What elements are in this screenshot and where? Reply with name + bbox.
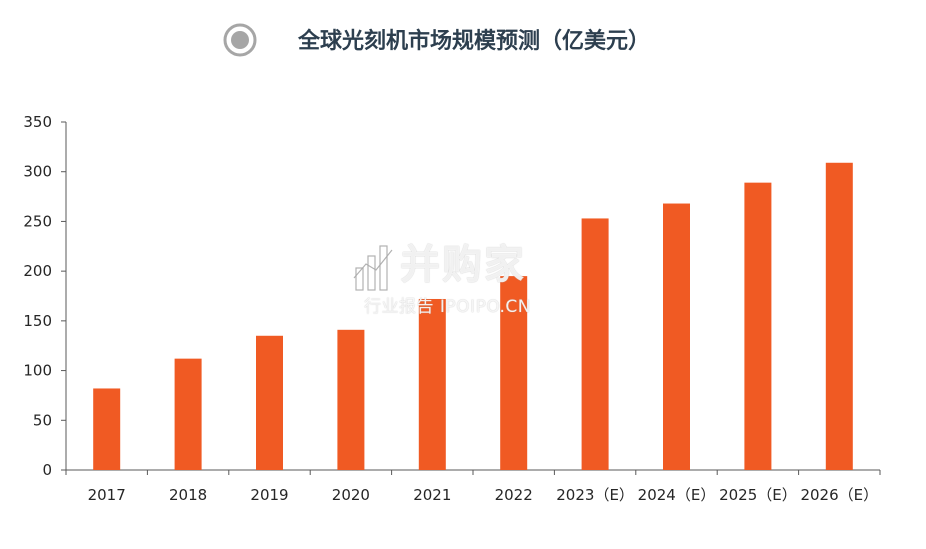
x-tick-label: 2020 [332,486,370,504]
y-tick-label: 300 [23,163,52,181]
x-tick-label: 2025（E） [719,486,797,504]
x-tick-label: 2021 [413,486,451,504]
x-tick-label: 2024（E） [638,486,716,504]
bar [418,298,446,470]
bar [93,388,121,470]
bar [663,203,690,470]
x-tick-label: 2017 [88,486,126,504]
y-tick-label: 100 [23,362,52,380]
bar [825,162,853,470]
x-tick-label: 2026（E） [800,486,878,504]
bar-series [93,162,853,470]
bar [581,218,609,470]
y-tick-label: 50 [33,411,52,429]
y-tick-label: 350 [23,113,52,131]
chart-title: 全球光刻机市场规模预测（亿美元） [298,28,651,54]
x-axis: 2017 2018 2019 2020 2021 2022 2023（E） 2024（E） 20… [65,469,881,504]
legend-marker-icon [223,23,257,57]
y-axis: 0 50 100 150 200 250 300 350 [23,113,67,479]
bar [500,276,528,470]
x-tick-label: 2023（E） [556,486,634,504]
x-tick-label: 2018 [169,486,207,504]
x-tick-label: 2022 [495,486,533,504]
bar [337,329,365,470]
y-tick-label: 250 [23,212,52,230]
bar [174,358,202,470]
bar [256,335,283,470]
y-tick-label: 150 [23,312,52,330]
y-tick-label: 0 [42,461,52,479]
y-tick-label: 200 [23,262,52,280]
bar [744,182,772,470]
x-tick-label: 2019 [250,486,288,504]
